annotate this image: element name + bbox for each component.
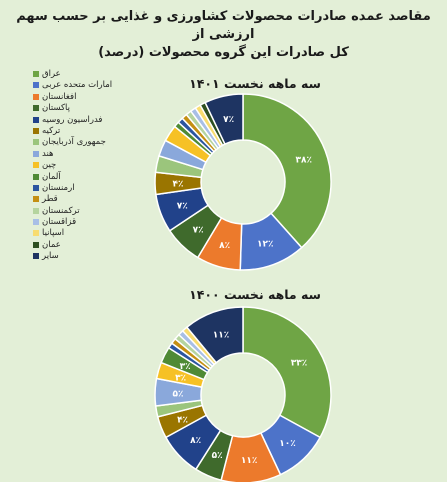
legend-item: فدراسیون روسیه [33, 115, 148, 126]
chart-title: مقاصد عمده صادرات محصولات کشاورزی و غذای… [0, 8, 447, 62]
legend-swatch [33, 230, 39, 237]
legend-label: ترکمنستان [42, 205, 80, 216]
legend-label: سایر [42, 251, 59, 262]
legend-item: جمهوری آذربایجان [33, 137, 148, 148]
data-label: ۴٪ [173, 180, 184, 190]
data-label: ۱۱٪ [241, 456, 257, 466]
legend-label: عراق [42, 69, 61, 79]
data-label: ۱۲٪ [257, 240, 273, 250]
legend-label: ترکیه [42, 125, 61, 136]
legend-swatch [33, 207, 39, 214]
data-label: ۱۱٪ [213, 330, 229, 340]
legend-swatch [33, 139, 39, 146]
legend-swatch [33, 173, 39, 180]
data-label: ۱۰٪ [279, 439, 295, 449]
data-label: ۸٪ [219, 241, 230, 251]
data-label: ۳۳٪ [291, 358, 307, 368]
legend-item: قزاقستان [33, 217, 148, 228]
legend-label: پاکستان [42, 103, 70, 114]
legend-item: ترکیه [33, 126, 148, 137]
legend-item: امارات متحده عربی [33, 80, 148, 91]
donut-slice [242, 306, 332, 439]
legend-label: افغانستان [42, 91, 77, 102]
legend-swatch [33, 196, 39, 203]
legend-swatch [33, 127, 39, 134]
title-line-1: مقاصد عمده صادرات محصولات کشاورزی و غذای… [16, 9, 431, 42]
donut-slice [204, 93, 244, 146]
legend-item: افغانستان [33, 92, 148, 103]
legend-swatch [33, 93, 39, 100]
chart1-title: سه ماهه نخست ۱۴۰۱ [189, 76, 321, 91]
legend-label: امارات متحده عربی [42, 80, 113, 91]
legend-swatch [33, 241, 39, 248]
legend-item: ترکمنستان [33, 206, 148, 217]
legend-item: آلمان [33, 172, 148, 183]
chart2-title: سه ماهه نخست ۱۴۰۰ [189, 287, 321, 302]
legend-label: جمهوری آذربایجان [42, 137, 106, 148]
legend-swatch [33, 116, 39, 123]
legend-item: پاکستان [33, 103, 148, 114]
data-label: ۷٪ [193, 226, 204, 236]
legend-label: آلمان [42, 171, 61, 182]
legend-swatch [33, 71, 39, 77]
data-label: ۳٪ [175, 373, 186, 383]
legend-item: سایر [33, 251, 148, 262]
data-label: ۴٪ [177, 415, 188, 425]
data-label: ۳٪ [180, 362, 191, 372]
legend-item: عراق [33, 69, 148, 80]
legend-label: قطر [42, 194, 58, 205]
data-label: ۷٪ [177, 202, 188, 212]
data-label: ۸٪ [190, 436, 201, 446]
legend-label: عمان [42, 239, 61, 250]
donut-slice [242, 93, 332, 249]
legend-swatch [33, 105, 39, 112]
data-label: ۷٪ [223, 115, 234, 125]
legend-item: اسپانیا [33, 228, 148, 239]
legend-label: اسپانیا [42, 228, 65, 239]
legend-label: ارمنستان [42, 182, 75, 193]
donut-slice [185, 306, 244, 364]
data-label: ۳۸٪ [295, 155, 311, 165]
legend: عراق امارات متحده عربی افغانستان پاکستان فدر… [33, 69, 148, 263]
legend-swatch [33, 150, 39, 157]
legend-label: چین [42, 160, 57, 171]
legend-swatch [33, 253, 39, 260]
legend-label: فدراسیون روسیه [42, 114, 103, 125]
legend-item: هند [33, 149, 148, 160]
legend-item: ارمنستان [33, 183, 148, 194]
legend-label: هند [42, 148, 54, 159]
legend-swatch [33, 184, 39, 191]
legend-item: چین [33, 160, 148, 171]
title-line-2: کل صادرات این گروه محصولات (درصد) [98, 45, 349, 60]
legend-swatch [33, 162, 39, 169]
legend-label: قزاقستان [42, 217, 77, 228]
legend-swatch [33, 82, 39, 89]
legend-item: عمان [33, 240, 148, 251]
legend-item: قطر [33, 194, 148, 205]
legend-swatch [33, 219, 39, 226]
data-label: ۵٪ [212, 451, 223, 461]
data-label: ۵٪ [173, 389, 184, 399]
